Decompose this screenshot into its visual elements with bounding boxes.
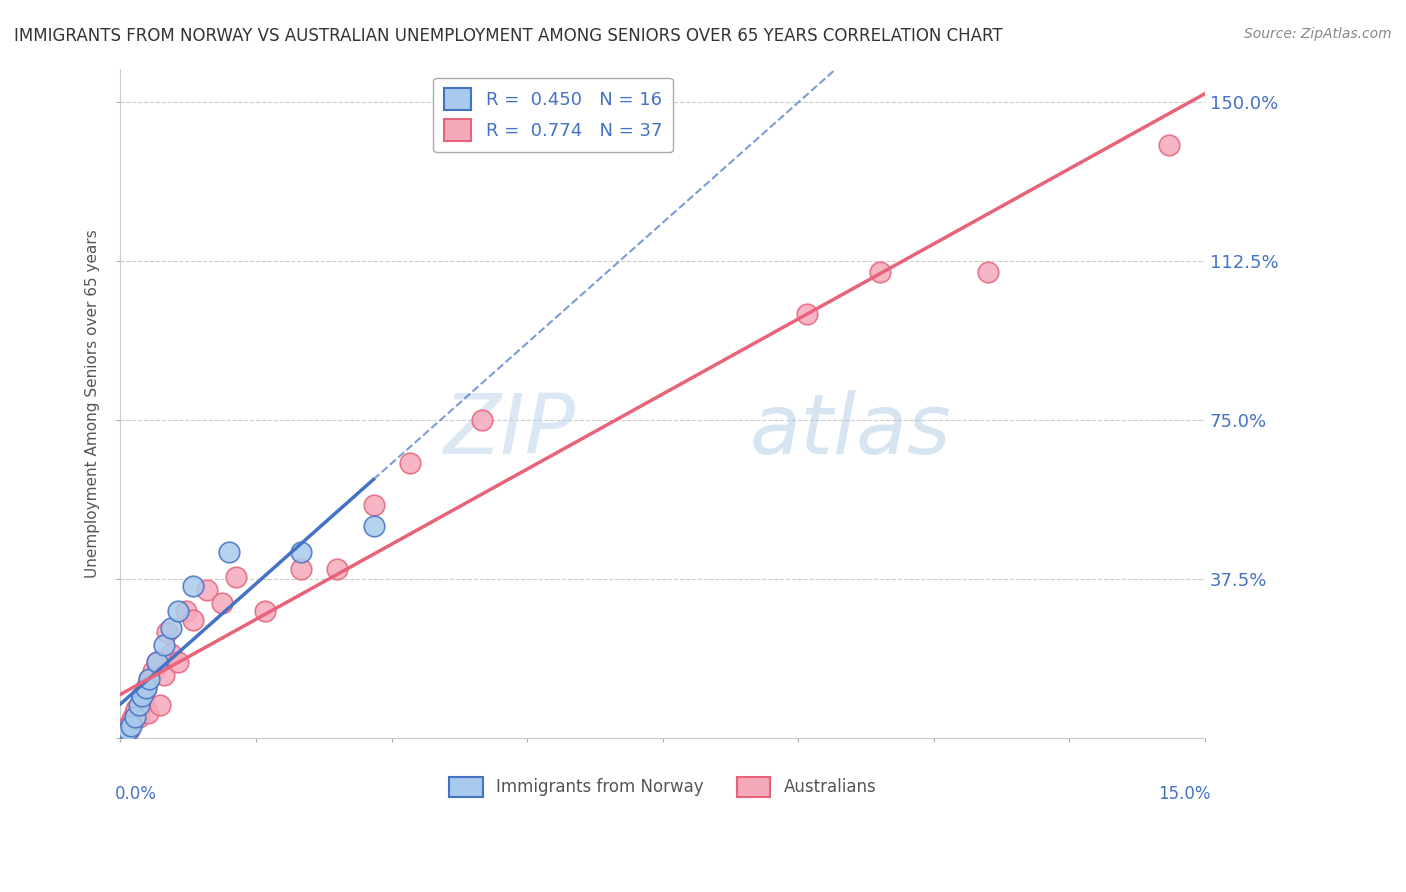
Point [290,562,312,576]
Point [128,698,150,712]
Point [145,655,167,669]
Point [129,698,152,712]
Point [363,519,385,533]
Point [363,498,385,512]
Point [135,681,157,695]
Text: 0.0%: 0.0% [115,785,157,804]
Point [138,672,160,686]
Point [153,668,176,682]
Point [167,655,190,669]
Point [211,596,233,610]
Legend: Immigrants from Norway, Australians: Immigrants from Norway, Australians [443,770,883,804]
Text: 15.0%: 15.0% [1159,785,1211,804]
Text: IMMIGRANTS FROM NORWAY VS AUSTRALIAN UNEMPLOYMENT AMONG SENIORS OVER 65 YEARS CO: IMMIGRANTS FROM NORWAY VS AUSTRALIAN UNE… [14,27,1002,45]
Point [136,706,159,720]
Point [117,723,139,737]
Point [977,265,1000,279]
Point [120,714,142,729]
Point [132,693,155,707]
Point [135,681,157,695]
Point [326,562,349,576]
Y-axis label: Unemployment Among Seniors over 65 years: Unemployment Among Seniors over 65 years [86,229,100,578]
Point [112,727,135,741]
Point [181,579,204,593]
Point [174,604,197,618]
Point [145,655,167,669]
Point [225,570,247,584]
Point [124,710,146,724]
Point [138,672,160,686]
Point [181,613,204,627]
Point [290,545,312,559]
Point [120,719,142,733]
Point [195,582,218,597]
Point [124,706,146,720]
Text: ZIP: ZIP [444,390,576,471]
Point [128,710,150,724]
Point [156,625,179,640]
Point [125,702,148,716]
Point [149,698,172,712]
Point [131,689,153,703]
Point [117,719,139,733]
Text: Source: ZipAtlas.com: Source: ZipAtlas.com [1244,27,1392,41]
Point [131,689,153,703]
Point [122,710,145,724]
Text: atlas: atlas [749,390,950,471]
Point [796,308,818,322]
Point [167,604,190,618]
Point [869,265,891,279]
Point [118,723,141,737]
Point [160,621,183,635]
Point [112,727,135,741]
Point [153,638,176,652]
Point [398,456,420,470]
Point [160,647,183,661]
Point [1157,137,1180,152]
Point [115,723,138,737]
Point [254,604,277,618]
Point [142,664,165,678]
Point [471,413,494,427]
Point [218,545,240,559]
